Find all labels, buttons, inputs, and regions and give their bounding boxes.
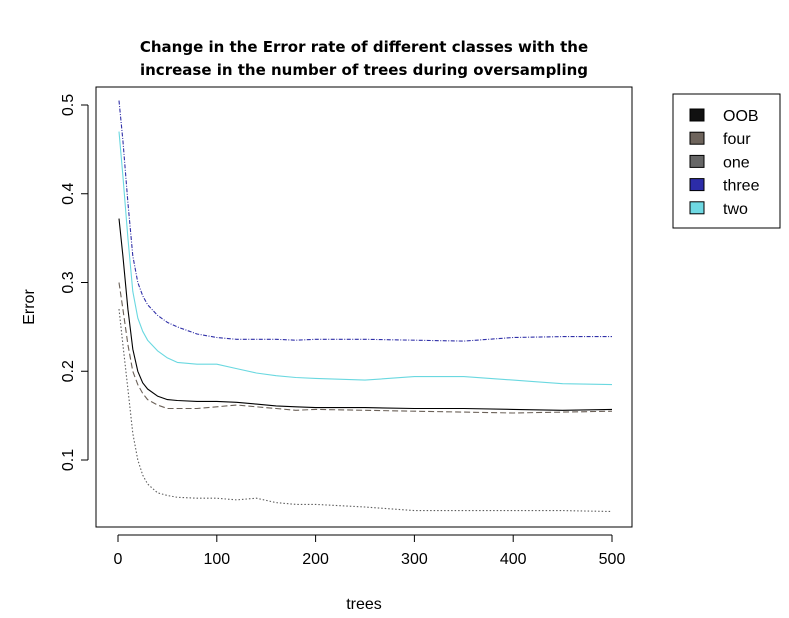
x-tick-label: 500 (599, 551, 626, 568)
legend-swatch-two (689, 201, 705, 215)
y-tick-label: 0.1 (60, 449, 77, 471)
series-line-oob (118, 218, 613, 411)
legend-swatch-four (689, 131, 705, 145)
y-tick-label: 0.4 (60, 183, 77, 205)
series-line-three (118, 100, 612, 342)
legend-label-four: four (723, 131, 751, 148)
plot-frame (95, 86, 633, 528)
x-tick-label: 100 (203, 551, 230, 568)
x-axis-label: trees (346, 596, 382, 613)
legend-label-oob: OOB (723, 108, 759, 125)
series-line-four (118, 282, 613, 414)
legend-swatch-oob (689, 108, 705, 122)
legend-items: OOB four one three two (689, 108, 760, 218)
x-axis: 0 100 200 300 400 500 (114, 534, 626, 568)
series-layer (118, 100, 613, 513)
legend: OOB four one three two (672, 93, 781, 229)
legend-label-one: one (723, 154, 750, 171)
legend-label-three: three (723, 178, 760, 195)
series-line-two (118, 131, 613, 386)
series-line-one (118, 309, 613, 513)
y-tick-label: 0.2 (60, 360, 77, 382)
x-tick-label: 0 (114, 551, 123, 568)
legend-label-two: two (723, 201, 748, 218)
x-tick-label: 300 (401, 551, 428, 568)
chart-title-line-2: increase in the number of trees during o… (140, 61, 588, 79)
legend-swatch-three (689, 178, 705, 192)
legend-swatch-one (689, 154, 705, 168)
chart-title-line-1: Change in the Error rate of different cl… (140, 38, 588, 56)
x-tick-label: 400 (500, 551, 527, 568)
y-tick-label: 0.3 (60, 271, 77, 293)
x-tick-label: 200 (302, 551, 329, 568)
y-axis: 0.1 0.2 0.3 0.4 0.5 (60, 94, 89, 471)
y-tick-label: 0.5 (60, 94, 77, 116)
y-axis-label: Error (21, 289, 38, 325)
